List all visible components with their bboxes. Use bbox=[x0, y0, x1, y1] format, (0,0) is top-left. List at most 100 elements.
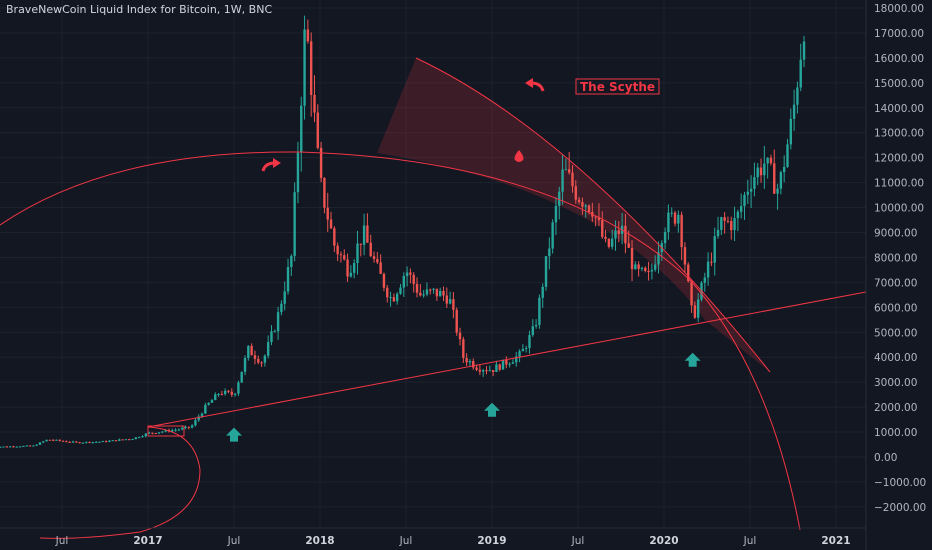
candle-body bbox=[769, 157, 773, 164]
candle-body bbox=[369, 242, 372, 257]
price-axis[interactable]: −2000.00 −1000.00 0.00 1000.00 2000.00 3000.0… bbox=[865, 0, 926, 550]
candle-body bbox=[485, 370, 488, 372]
candle-body bbox=[468, 361, 472, 363]
candle-body bbox=[796, 87, 799, 105]
price-tick-label: 12000.00 bbox=[874, 153, 924, 165]
candle-body bbox=[38, 442, 42, 445]
candle-body bbox=[726, 220, 730, 222]
candle-body bbox=[601, 220, 604, 237]
candle-body bbox=[108, 440, 111, 442]
candle-body bbox=[759, 167, 763, 176]
candle-body bbox=[98, 441, 101, 443]
drop-icon bbox=[514, 150, 524, 162]
candle-body bbox=[693, 305, 697, 318]
candle-body bbox=[425, 289, 429, 295]
candle-body bbox=[227, 390, 230, 392]
candle-body bbox=[445, 295, 448, 304]
candle-body bbox=[161, 431, 164, 433]
candle-body bbox=[703, 277, 706, 283]
candle-body bbox=[667, 212, 670, 233]
candle-body bbox=[303, 29, 306, 106]
candle-body bbox=[498, 364, 501, 370]
candle-body bbox=[710, 261, 713, 263]
scythe-arc bbox=[415, 57, 771, 373]
candle-body bbox=[392, 297, 396, 302]
time-tick-label: 2019 bbox=[477, 535, 506, 547]
candle-body bbox=[85, 441, 88, 443]
candle-body bbox=[551, 222, 554, 249]
candle-body bbox=[121, 439, 124, 441]
candle-body bbox=[571, 172, 574, 187]
candlestick-series bbox=[0, 15, 806, 448]
candle-body bbox=[293, 192, 296, 256]
candle-body bbox=[409, 272, 412, 275]
candle-body bbox=[187, 426, 190, 428]
candle-body bbox=[111, 440, 114, 442]
price-tick-label: 1000.00 bbox=[874, 427, 917, 439]
candle-body bbox=[683, 247, 687, 265]
candle-body bbox=[257, 358, 260, 363]
candle-body bbox=[131, 439, 134, 441]
time-axis[interactable]: Jul 2017 Jul 2018 Jul 2019 Jul 2020 Jul 2021 bbox=[0, 527, 866, 547]
candle-body bbox=[104, 441, 108, 443]
candle-body bbox=[154, 433, 157, 435]
candle-body bbox=[776, 188, 779, 194]
candle-body bbox=[432, 288, 435, 290]
candle-body bbox=[792, 104, 796, 119]
candle-body bbox=[452, 299, 455, 310]
candle-body bbox=[263, 355, 267, 363]
candle-body bbox=[472, 361, 475, 368]
candle-body bbox=[680, 214, 683, 248]
candle-body bbox=[230, 391, 233, 395]
time-tick-label: 2017 bbox=[133, 535, 162, 547]
candle-body bbox=[567, 169, 571, 173]
candle-body bbox=[581, 202, 584, 207]
candle-body bbox=[124, 439, 128, 441]
candle-body bbox=[81, 442, 85, 444]
candle-body bbox=[91, 442, 95, 444]
candle-body bbox=[465, 357, 468, 363]
candle-body bbox=[786, 144, 789, 167]
candle-body bbox=[495, 364, 498, 373]
price-tick-label: 0.00 bbox=[874, 452, 897, 464]
scythe-sector bbox=[377, 58, 770, 372]
candle-body bbox=[419, 292, 422, 296]
price-tick-label: 5000.00 bbox=[874, 327, 917, 339]
candle-body bbox=[422, 294, 425, 296]
candle-body bbox=[773, 163, 776, 194]
candle-body bbox=[343, 255, 346, 260]
price-tick-label: 10000.00 bbox=[874, 203, 924, 215]
time-tick-label: Jul bbox=[399, 535, 413, 547]
candle-body bbox=[61, 440, 65, 442]
candle-body bbox=[802, 41, 806, 60]
candle-body bbox=[405, 272, 409, 276]
curved-arrow-right-icon bbox=[261, 158, 281, 172]
up-arrow-icon bbox=[484, 402, 500, 417]
candle-body bbox=[217, 393, 220, 395]
candle-body bbox=[65, 441, 68, 443]
candle-body bbox=[48, 439, 52, 441]
candle-body bbox=[753, 177, 756, 189]
candle-body bbox=[200, 413, 204, 417]
candle-body bbox=[587, 205, 591, 213]
candle-body bbox=[128, 439, 131, 441]
candle-body bbox=[541, 286, 544, 298]
candle-body bbox=[736, 211, 740, 219]
candle-body bbox=[716, 229, 720, 237]
candle-body bbox=[366, 225, 369, 243]
candle-body bbox=[779, 172, 783, 189]
candle-body bbox=[356, 243, 359, 263]
candle-body bbox=[627, 243, 630, 248]
candle-body bbox=[766, 157, 769, 164]
candle-body bbox=[442, 290, 445, 296]
price-tick-label: −1000.00 bbox=[874, 477, 926, 489]
candle-body bbox=[273, 331, 276, 333]
candle-body bbox=[237, 382, 240, 394]
candle-body bbox=[749, 188, 753, 192]
candle-body bbox=[313, 94, 316, 113]
candle-body bbox=[171, 430, 174, 432]
candle-body bbox=[118, 439, 121, 441]
candle-body bbox=[438, 290, 442, 297]
